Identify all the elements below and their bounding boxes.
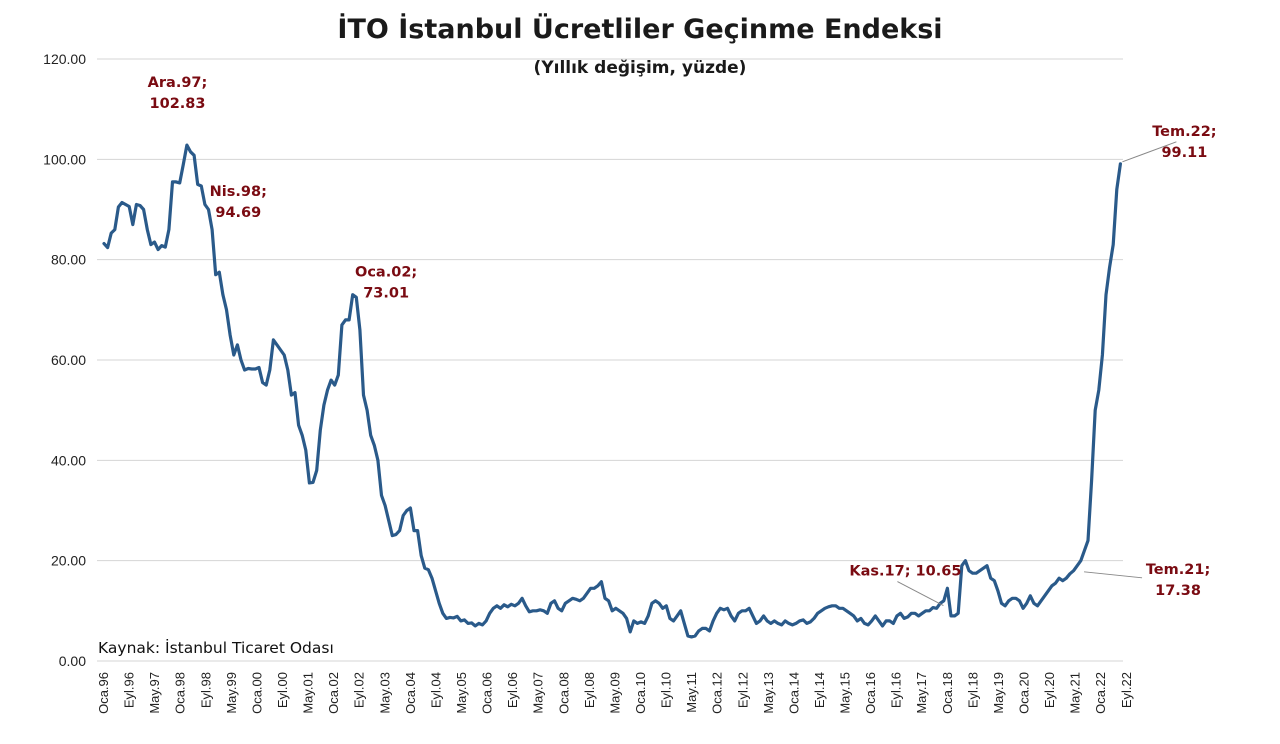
x-tick-label: Eyl.04 — [428, 672, 443, 708]
x-tick-label: Oca.06 — [480, 672, 495, 714]
x-tick-label: May.03 — [377, 672, 392, 714]
x-tick-label: Oca.02 — [326, 672, 341, 714]
x-tick-label: Oca.10 — [633, 672, 648, 714]
x-tick-label: Eyl.18 — [965, 672, 980, 708]
y-axis: 0.00 20.00 40.00 60.00 80.00 100.00 120.00 — [43, 51, 86, 669]
x-tick-label: May.05 — [454, 672, 469, 714]
y-tick-label: 60.00 — [51, 352, 86, 368]
x-tick-label: Oca.22 — [1093, 672, 1108, 714]
annotation-label: Tem.21; — [1146, 562, 1210, 578]
y-tick-label: 100.00 — [43, 151, 86, 167]
x-tick-label: Eyl.22 — [1119, 672, 1134, 708]
x-tick-label: May.99 — [224, 672, 239, 714]
x-tick-label: May.97 — [147, 672, 162, 714]
y-tick-label: 0.00 — [59, 653, 86, 669]
source-note: Kaynak: İstanbul Ticaret Odası — [98, 638, 334, 657]
x-tick-label: Eyl.00 — [275, 672, 290, 708]
x-tick-label: Oca.20 — [1017, 672, 1032, 714]
x-tick-label: Oca.18 — [940, 672, 955, 714]
annotation-leader — [1122, 141, 1177, 163]
x-tick-label: Eyl.08 — [582, 672, 597, 708]
x-tick-label: Oca.98 — [173, 672, 188, 714]
x-tick-label: Eyl.20 — [1042, 672, 1057, 708]
x-tick-label: Oca.08 — [556, 672, 571, 714]
x-tick-label: May.09 — [607, 672, 622, 714]
chart-subtitle: (Yıllık değişim, yüzde) — [534, 58, 747, 78]
x-tick-label: Eyl.14 — [812, 672, 827, 708]
annotations: Ara.97; 102.83 Nis.98; 94.69 Oca.02; 73.01 Kas… — [148, 75, 1217, 607]
x-tick-label: May.19 — [991, 672, 1006, 714]
x-tick-label: Eyl.16 — [889, 672, 904, 708]
x-tick-label: May.13 — [761, 672, 776, 714]
x-tick-label: May.15 — [838, 672, 853, 714]
annotation-label: Nis.98; — [210, 184, 267, 200]
x-tick-label: Oca.14 — [786, 672, 801, 714]
x-tick-label: May.11 — [684, 672, 699, 713]
x-tick-label: May.17 — [914, 672, 929, 714]
x-tick-label: Eyl.96 — [122, 672, 137, 708]
y-tick-label: 40.00 — [51, 452, 86, 468]
y-tick-label: 20.00 — [51, 553, 86, 569]
gridlines — [97, 58, 1123, 662]
series-group — [102, 143, 1122, 639]
annotation-label: Kas.17; 10.65 — [849, 564, 961, 580]
annotation-leader — [897, 581, 944, 607]
annotation-value: 102.83 — [150, 96, 206, 112]
x-tick-label: Oca.04 — [403, 672, 418, 714]
y-tick-label: 120.00 — [43, 51, 86, 67]
y-tick-label: 80.00 — [51, 252, 86, 268]
x-tick-label: May.01 — [301, 672, 316, 714]
x-tick-label: Oca.96 — [96, 672, 111, 714]
x-tick-label: Oca.12 — [710, 672, 725, 714]
annotation-leader — [1084, 571, 1143, 579]
annotation-value: 73.01 — [363, 286, 409, 302]
x-tick-label: Oca.00 — [249, 672, 264, 714]
annotation-value: 99.11 — [1161, 145, 1207, 161]
x-tick-label: Eyl.10 — [659, 672, 674, 708]
annotation-value: 94.69 — [215, 205, 261, 221]
annotation-label: Oca.02; — [355, 265, 417, 281]
series-line — [102, 143, 1122, 639]
annotation-value: 17.38 — [1155, 583, 1201, 599]
chart-title: İTO İstanbul Ücretliler Geçinme Endeksi — [337, 12, 942, 45]
x-tick-label: Oca.16 — [863, 672, 878, 714]
x-tick-label: May.21 — [1068, 672, 1083, 714]
x-tick-label: Eyl.02 — [352, 672, 367, 708]
x-tick-label: Eyl.98 — [198, 672, 213, 708]
x-tick-label: Eyl.06 — [505, 672, 520, 708]
annotation-label: Ara.97; — [148, 75, 208, 91]
annotation-label: Tem.22; — [1152, 124, 1216, 140]
x-axis: Oca.96 Eyl.96 May.97 Oca.98 Eyl.98 May.99 Oca.… — [96, 672, 1134, 714]
x-tick-label: May.07 — [531, 672, 546, 714]
x-tick-label: Eyl.12 — [735, 672, 750, 708]
